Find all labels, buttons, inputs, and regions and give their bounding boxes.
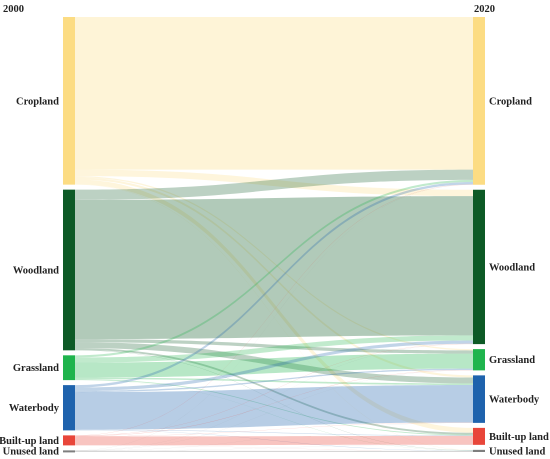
flow-woodland-to-built-up-land xyxy=(75,348,473,435)
flow-waterbody-to-waterbody xyxy=(75,385,473,430)
node-right-unused-land xyxy=(473,449,485,452)
column-label-right: 2020 xyxy=(474,4,495,15)
flow-woodland-to-unused-land xyxy=(75,350,473,451)
node-left-waterbody xyxy=(63,385,75,431)
flow-built-up-land-to-cropland xyxy=(75,184,473,436)
flow-woodland-to-waterbody xyxy=(75,342,473,384)
flow-built-up-land-to-built-up-land xyxy=(75,435,473,446)
node-right-waterbody xyxy=(473,375,485,423)
node-layer xyxy=(63,17,485,453)
node-right-cropland xyxy=(473,17,485,185)
node-left-woodland xyxy=(63,189,75,351)
node-label-right-unused-land: Unused land xyxy=(489,446,545,457)
flow-unused-land-to-cropland xyxy=(75,184,473,451)
node-right-grassland xyxy=(473,349,485,371)
flow-woodland-to-grassland xyxy=(75,339,473,354)
flow-built-up-land-to-woodland xyxy=(75,343,473,436)
node-label-left-cropland: Cropland xyxy=(16,96,59,107)
flow-waterbody-to-cropland xyxy=(75,181,473,388)
flow-unused-land-to-grassland xyxy=(75,370,473,451)
node-label-left-woodland: Woodland xyxy=(13,265,59,276)
flow-unused-land-to-built-up-land xyxy=(75,444,473,451)
flow-woodland-to-cropland xyxy=(75,169,473,200)
node-label-right-built-up-land: Built-up land xyxy=(489,432,549,443)
node-label-left-grassland: Grassland xyxy=(13,363,59,374)
flow-built-up-land-to-unused-land xyxy=(75,445,473,451)
node-label-left-unused-land: Unused land xyxy=(3,447,59,458)
node-label-right-grassland: Grassland xyxy=(489,355,535,366)
node-label-right-cropland: Cropland xyxy=(489,96,532,107)
node-label-left-built-up-land: Built-up land xyxy=(0,436,59,447)
node-right-built-up-land xyxy=(473,427,485,445)
flow-cropland-to-cropland xyxy=(75,17,473,170)
node-label-right-waterbody: Waterbody xyxy=(489,395,540,406)
flow-grassland-to-cropland xyxy=(75,179,473,358)
flow-grassland-to-woodland xyxy=(75,335,473,363)
flow-woodland-to-woodland xyxy=(75,196,473,340)
node-left-grassland xyxy=(63,355,75,381)
node-left-unused-land xyxy=(63,450,75,453)
flow-waterbody-to-grassland xyxy=(75,368,473,393)
flow-unused-land-to-unused-land xyxy=(75,450,473,452)
flow-built-up-land-to-grassland xyxy=(75,369,473,437)
flow-cropland-to-grassland xyxy=(75,176,473,351)
flow-cropland-to-woodland xyxy=(75,169,473,197)
flow-layer xyxy=(75,17,473,452)
flow-cropland-to-built-up-land xyxy=(75,179,473,433)
node-left-cropland xyxy=(63,17,75,185)
flow-grassland-to-unused-land xyxy=(75,379,473,451)
flow-waterbody-to-built-up-land xyxy=(75,429,473,436)
flow-grassland-to-built-up-land xyxy=(75,379,473,436)
flow-built-up-land-to-waterbody xyxy=(75,422,473,437)
label-layer: Cropland Cropland Woodland Woodland Grasslan… xyxy=(0,96,549,457)
node-left-built-up-land xyxy=(63,435,75,446)
node-label-left-waterbody: Waterbody xyxy=(9,403,60,414)
flow-waterbody-to-unused-land xyxy=(75,430,473,451)
flow-unused-land-to-waterbody xyxy=(75,422,473,451)
flow-grassland-to-grassland xyxy=(75,353,473,378)
flow-unused-land-to-woodland xyxy=(75,344,473,451)
node-right-woodland xyxy=(473,189,485,345)
flow-waterbody-to-woodland xyxy=(75,340,473,391)
flow-cropland-to-unused-land xyxy=(75,184,473,451)
flow-grassland-to-waterbody xyxy=(75,377,473,386)
flow-cropland-to-waterbody xyxy=(75,177,473,378)
node-label-right-woodland: Woodland xyxy=(489,262,535,273)
column-label-left: 2000 xyxy=(3,4,24,15)
